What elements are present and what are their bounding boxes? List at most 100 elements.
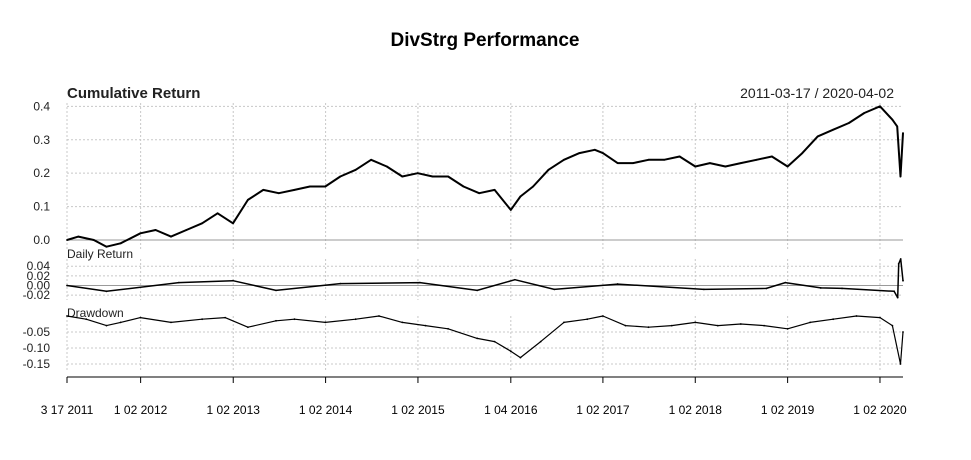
data-point bbox=[370, 158, 373, 161]
data-point bbox=[786, 327, 789, 330]
data-point bbox=[602, 315, 604, 317]
data-point bbox=[902, 132, 904, 134]
data-point bbox=[139, 232, 142, 235]
y-tick-label: 0.00 bbox=[27, 279, 51, 293]
y-tick-label: -0.15 bbox=[23, 357, 51, 371]
data-point bbox=[670, 324, 673, 327]
data-point bbox=[216, 212, 219, 215]
data-point bbox=[632, 162, 634, 165]
data-point bbox=[105, 245, 108, 248]
grid-layer bbox=[66, 103, 903, 372]
series-line bbox=[66, 258, 904, 299]
data-point bbox=[547, 168, 550, 171]
data-point bbox=[832, 128, 835, 131]
data-point bbox=[593, 148, 596, 151]
data-point bbox=[763, 324, 765, 327]
data-point bbox=[709, 162, 711, 165]
data-point bbox=[447, 327, 449, 330]
data-point bbox=[224, 316, 227, 319]
y-tick-label: 0.1 bbox=[33, 200, 50, 214]
data-point bbox=[879, 105, 881, 108]
data-point bbox=[431, 175, 434, 178]
data-point bbox=[77, 235, 80, 238]
data-point bbox=[647, 158, 650, 161]
data-point bbox=[896, 296, 899, 299]
data-point bbox=[154, 229, 157, 231]
data-point bbox=[897, 262, 900, 265]
data-point bbox=[513, 278, 516, 281]
data-point bbox=[201, 222, 204, 225]
x-tick-label: 1 02 2013 bbox=[207, 403, 261, 417]
data-point bbox=[578, 152, 581, 155]
x-tick-label: 1 02 2017 bbox=[576, 403, 630, 417]
data-point bbox=[232, 222, 234, 225]
y-tick-label: -0.02 bbox=[23, 288, 51, 302]
data-point bbox=[563, 158, 565, 161]
data-point bbox=[92, 239, 95, 241]
data-point bbox=[66, 315, 68, 317]
data-point bbox=[476, 337, 479, 340]
data-point bbox=[902, 331, 904, 333]
data-point bbox=[339, 282, 342, 285]
series-line bbox=[66, 315, 904, 365]
data-point bbox=[493, 188, 496, 191]
y-tick-label: 0.02 bbox=[27, 269, 51, 283]
data-point bbox=[616, 162, 619, 165]
y-tick-label: -0.05 bbox=[23, 325, 51, 339]
data-point bbox=[801, 152, 804, 155]
data-point bbox=[809, 321, 812, 324]
data-point bbox=[262, 188, 265, 191]
data-point bbox=[339, 175, 342, 178]
data-point bbox=[324, 321, 327, 324]
data-point bbox=[899, 175, 902, 178]
data-point bbox=[324, 185, 327, 188]
data-point bbox=[899, 363, 902, 365]
y-tick-label: 0.4 bbox=[33, 99, 50, 113]
data-point bbox=[354, 318, 357, 321]
data-point bbox=[378, 315, 380, 317]
data-point bbox=[105, 324, 108, 327]
data-point bbox=[755, 158, 758, 161]
data-point bbox=[139, 316, 142, 319]
data-point bbox=[702, 288, 705, 291]
data-point bbox=[539, 340, 542, 343]
data-point bbox=[85, 318, 88, 321]
data-point bbox=[177, 281, 180, 284]
data-point bbox=[493, 340, 496, 343]
data-point bbox=[509, 209, 512, 211]
axis-layer: 0.0 0.1 0.2 0.3 0.4 -0.020.000.020.04 -0.05 -0.… bbox=[23, 99, 907, 417]
cumulative-return-title: Cumulative Return bbox=[67, 85, 200, 102]
series-layer bbox=[66, 105, 904, 365]
data-point bbox=[119, 242, 122, 245]
data-point bbox=[519, 356, 522, 359]
y-tick-label: 0.0 bbox=[33, 233, 50, 247]
y-tick-label: -0.10 bbox=[23, 341, 51, 355]
data-point bbox=[119, 321, 122, 324]
data-point bbox=[819, 287, 822, 289]
data-point bbox=[784, 281, 787, 284]
x-tick-label: 1 02 2019 bbox=[761, 403, 815, 417]
data-point bbox=[891, 324, 894, 327]
data-point bbox=[170, 235, 172, 238]
data-point bbox=[832, 318, 835, 321]
data-point bbox=[716, 324, 719, 327]
data-point bbox=[309, 185, 311, 188]
data-point bbox=[647, 326, 650, 329]
data-point bbox=[293, 318, 296, 321]
data-point bbox=[401, 321, 404, 324]
data-point bbox=[694, 165, 697, 168]
data-point bbox=[896, 125, 899, 128]
data-point bbox=[170, 321, 172, 324]
data-point bbox=[401, 175, 404, 178]
data-point bbox=[354, 168, 357, 171]
data-point bbox=[105, 290, 108, 293]
data-point bbox=[739, 162, 742, 165]
data-point bbox=[616, 283, 619, 285]
data-point bbox=[724, 165, 727, 168]
x-tick-label: 1 02 2012 bbox=[114, 403, 168, 417]
data-point bbox=[509, 350, 512, 353]
data-point bbox=[694, 321, 697, 324]
date-range-label: 2011-03-17 / 2020-04-02 bbox=[740, 85, 894, 101]
data-point bbox=[847, 122, 850, 124]
data-point bbox=[841, 287, 843, 290]
